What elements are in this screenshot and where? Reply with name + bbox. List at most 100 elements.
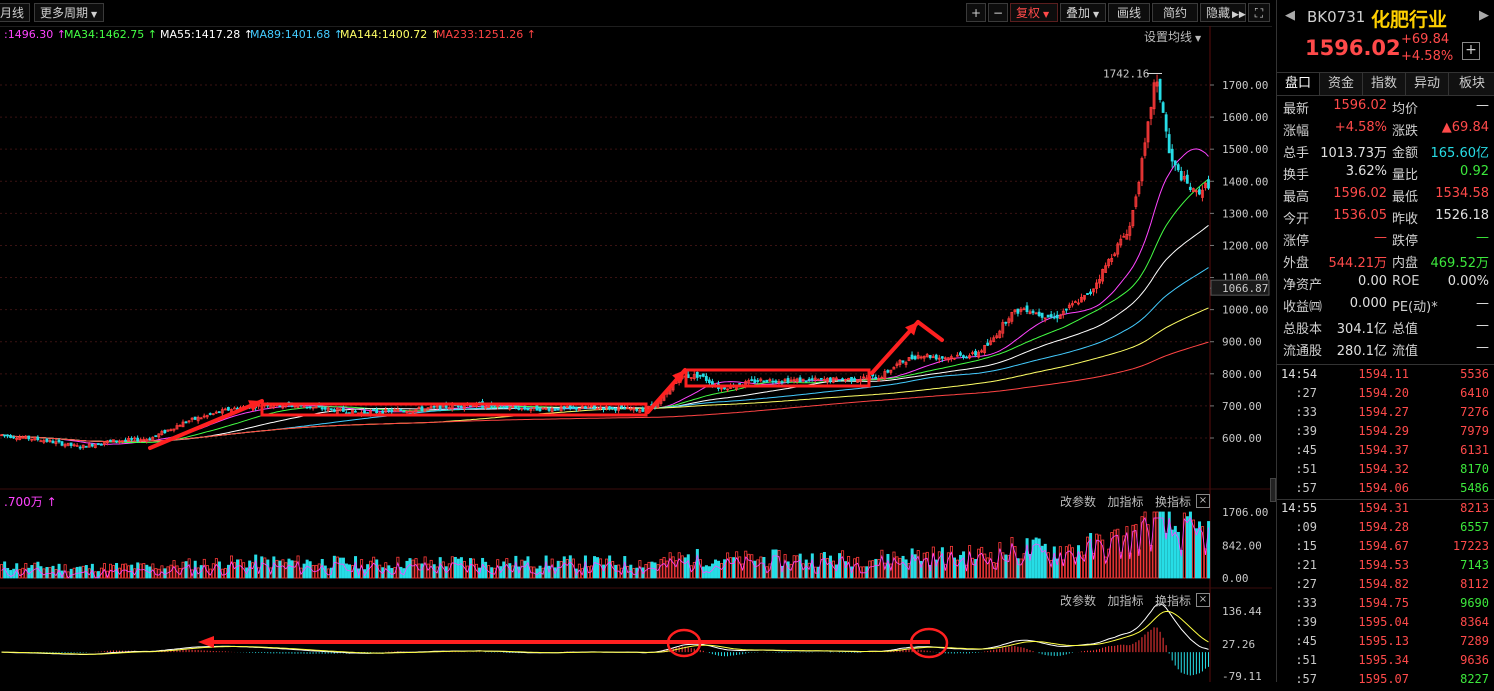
candle-body	[726, 388, 729, 391]
volume-bar	[72, 567, 76, 579]
volume-bar	[874, 558, 878, 579]
change-params-button[interactable]: 改参数	[1060, 594, 1097, 608]
candle-body	[305, 406, 309, 409]
candle-body	[1128, 225, 1132, 236]
volume-bar	[798, 553, 802, 579]
quote-label: 净资产	[1283, 278, 1323, 293]
candle-body	[695, 371, 699, 378]
quote-value: 0.00%	[1447, 274, 1489, 289]
add-indicator-button[interactable]: 加指标	[1107, 495, 1144, 509]
fullscreen-icon[interactable]: ⛶	[1248, 3, 1270, 22]
next-stock-icon[interactable]: ▶	[1479, 8, 1489, 23]
quote-label: 涨停	[1283, 234, 1310, 249]
candle-body	[538, 408, 542, 412]
candle-body	[1058, 315, 1062, 319]
candle-body	[429, 406, 433, 408]
quote-value: —	[1476, 318, 1489, 333]
volume-bar	[729, 557, 733, 579]
volume-axis-label: 0.00	[1222, 572, 1249, 585]
change-params-button[interactable]: 改参数	[1060, 495, 1097, 509]
kline-chart[interactable]: 1700.00 1600.00 1500.00 1400.00 1300.00 1200.…	[0, 0, 1272, 682]
zoom-in-button[interactable]: +	[966, 3, 986, 22]
candle-body	[1122, 235, 1126, 238]
volume-bar	[1016, 558, 1020, 579]
candle-body	[517, 407, 521, 410]
candle-body	[862, 376, 866, 379]
volume-bar	[750, 554, 754, 579]
tab-order-book[interactable]: 盘口	[1277, 73, 1320, 95]
overlay-dropdown[interactable]: 叠加 ▼	[1060, 3, 1106, 22]
volume-bar	[656, 564, 660, 579]
volume-bar	[765, 566, 769, 579]
candle-body	[1077, 302, 1080, 305]
candle-body	[889, 369, 893, 373]
quote-row: 换手 3.62% 量比 0.92	[1277, 164, 1494, 186]
volume-bar	[949, 545, 953, 579]
ma-legend-item: :1496.30 ↑	[4, 28, 66, 41]
tick-time: :33	[1295, 596, 1317, 610]
candle-body	[1125, 233, 1129, 240]
tick-row: :09 1594.28 6557	[1277, 520, 1494, 539]
candle-body	[1055, 314, 1059, 319]
candle-body	[142, 438, 146, 441]
switch-indicator-button[interactable]: 换指标	[1154, 495, 1191, 509]
add-watchlist-icon[interactable]: +	[1462, 42, 1480, 60]
candle-body	[375, 409, 379, 414]
candle-body	[704, 375, 708, 381]
candle-body	[798, 377, 802, 383]
candle-body	[0, 434, 3, 437]
tab-sector[interactable]: 板块	[1458, 76, 1485, 91]
tab-index[interactable]: 指数	[1363, 73, 1406, 95]
volume-bar	[974, 559, 978, 579]
volume-bar	[459, 557, 463, 579]
period-monthly-button[interactable]: 月线	[0, 3, 30, 22]
switch-indicator-button[interactable]: 换指标	[1154, 594, 1191, 608]
quote-value: —	[1476, 296, 1489, 311]
candle-body	[184, 421, 188, 424]
quote-label: 流通股	[1283, 344, 1323, 359]
draw-line-button[interactable]: 画线	[1108, 3, 1150, 22]
ma-settings-button[interactable]: 设置均线 ▼	[1144, 30, 1202, 44]
candle-body	[565, 405, 569, 408]
volume-bar	[774, 549, 778, 579]
volume-bar	[980, 546, 984, 579]
candle-body	[217, 411, 221, 414]
candle-body	[568, 405, 572, 408]
tab-funds[interactable]: 资金	[1320, 73, 1363, 95]
candle-body	[211, 413, 215, 416]
candle-body	[556, 408, 560, 411]
volume-bar	[680, 555, 684, 579]
candle-body	[747, 380, 751, 384]
candle-body	[599, 407, 602, 409]
close-icon[interactable]: ×	[1196, 494, 1210, 508]
volume-bar	[838, 553, 842, 579]
candle-body	[1119, 238, 1123, 246]
tick-time: 14:54	[1281, 367, 1318, 381]
volume-bar	[1080, 551, 1084, 579]
candle-body	[33, 437, 37, 441]
more-periods-dropdown[interactable]: 更多周期 ▼	[34, 3, 104, 22]
add-indicator-button[interactable]: 加指标	[1107, 594, 1144, 608]
volume-bar	[1149, 545, 1153, 579]
tab-movement[interactable]: 异动	[1406, 73, 1449, 95]
candle-body	[959, 352, 962, 356]
quote-value: —	[1374, 230, 1387, 245]
volume-bar	[907, 563, 911, 579]
tick-time: :27	[1295, 386, 1317, 400]
prev-stock-icon[interactable]: ◀	[1285, 8, 1295, 23]
adjust-rights-dropdown[interactable]: 复权 ▼	[1010, 3, 1058, 22]
panel-toggle-handle[interactable]	[1270, 478, 1276, 502]
volume-bar	[671, 556, 675, 579]
volume-bar	[278, 560, 282, 579]
volume-bar	[1207, 521, 1211, 579]
zoom-out-button[interactable]: −	[988, 3, 1008, 22]
candle-body	[983, 345, 987, 353]
close-icon[interactable]: ×	[1196, 593, 1210, 607]
tick-time: :21	[1295, 558, 1317, 572]
moving-average-line	[1, 148, 1209, 445]
volume-bar	[99, 567, 103, 579]
simple-mode-button[interactable]: 简约	[1152, 3, 1198, 22]
quote-row: 净资产 0.00 ROE 0.00%	[1277, 274, 1494, 296]
volume-bar	[720, 563, 724, 579]
hide-panel-button[interactable]: 隐藏 ▶▶	[1200, 3, 1246, 22]
